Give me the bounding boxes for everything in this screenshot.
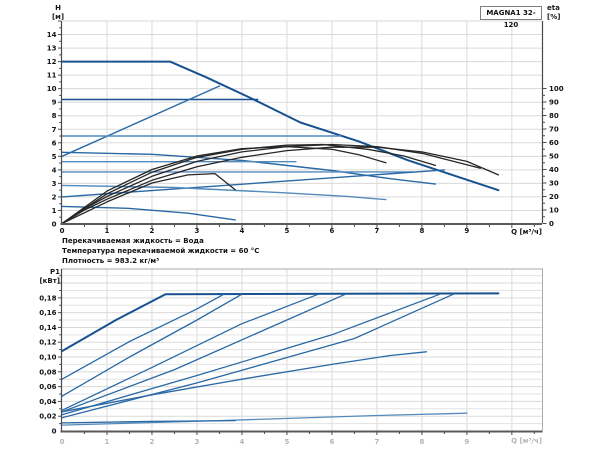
svg-text:0,12: 0,12 [39,339,56,347]
svg-text:6: 6 [329,438,334,446]
p1-curve-7 [61,293,455,419]
chart-0-ticks: 0 1 2 3 4 5 6 7 8 9012345678910111213140102030405… [47,20,564,235]
condition-liquid: Перекачиваемая жидкость = Вода [62,237,204,245]
p1-axis-header: P1 [кВт] [20,268,60,286]
chart-1-ticks: 0 1 2 3 4 5 6 7 8 9 0 0,02 0,04 0,06 0,08 0,10 0,12 0,14 0… [39,275,535,446]
svg-text:10: 10 [47,85,57,93]
svg-text:7: 7 [374,227,379,235]
eta-curve-4 [61,145,387,225]
svg-text:14: 14 [47,31,57,39]
svg-text:9: 9 [52,99,57,107]
p1-curve-5 [61,293,347,413]
speed-curve-mid [61,151,437,185]
p1-axis-unit: [кВт] [39,277,60,285]
svg-text:4: 4 [52,166,57,174]
p1-curve-2 [61,293,225,380]
prop-pressure-low [61,169,446,198]
svg-text:70: 70 [549,126,559,134]
svg-text:5: 5 [52,153,57,161]
svg-text:0: 0 [60,438,65,446]
svg-text:1: 1 [105,438,110,446]
svg-text:1: 1 [52,207,57,215]
svg-text:90: 90 [549,99,559,107]
svg-text:11: 11 [47,72,57,80]
eta-curve-max [61,146,500,225]
svg-text:9: 9 [464,227,469,235]
eta-curve-min [61,172,236,225]
svg-text:2: 2 [150,438,155,446]
svg-text:0,14: 0,14 [39,324,56,332]
svg-text:30: 30 [549,180,559,188]
chart-0-grid [62,20,542,224]
svg-text:7: 7 [374,438,379,446]
p1-low-rise [61,412,468,426]
svg-text:3: 3 [195,227,200,235]
h-axis-symbol: H [55,4,61,12]
svg-text:8: 8 [419,227,424,235]
eta-curve-2 [61,143,482,225]
operating-conditions: Перекачиваемая жидкость = Вода Температу… [62,236,259,266]
eta-axis-unit: [%] [547,13,561,21]
svg-text:0: 0 [52,221,57,229]
p1-axis-symbol: P1 [49,268,60,276]
q-axis-label-bottom: Q [м³/ч] [511,437,542,445]
pump-model-title: MAGNA1 32-120 [480,6,542,29]
svg-text:40: 40 [549,166,559,174]
p1-speed-mid [61,351,428,413]
svg-text:80: 80 [549,112,559,120]
condition-temperature: Температура перекачиваемой жидкости = 60… [62,247,260,255]
chart-1-axes [60,269,542,433]
p1-curve-6 [61,293,441,416]
svg-text:9: 9 [464,438,469,446]
p1-curve-4 [61,293,320,411]
svg-text:3: 3 [52,180,57,188]
chart-0-series [61,60,500,225]
svg-text:0,06: 0,06 [39,383,56,391]
condition-density: Плотность = 983.2 кг/м³ [62,257,160,265]
svg-text:60: 60 [549,139,559,147]
svg-text:0,04: 0,04 [39,398,56,406]
svg-text:10: 10 [549,207,559,215]
svg-text:5: 5 [284,438,289,446]
svg-text:6: 6 [329,227,334,235]
svg-text:5: 5 [284,227,289,235]
svg-text:50: 50 [549,153,559,161]
eta-axis-header: eta [%] [547,4,577,22]
svg-text:20: 20 [549,193,559,201]
svg-text:4: 4 [240,438,245,446]
chart-0-axes [60,21,544,225]
svg-text:8: 8 [419,438,424,446]
svg-text:0: 0 [549,220,554,228]
svg-text:13: 13 [47,45,57,53]
svg-text:12: 12 [47,58,57,66]
svg-text:0,08: 0,08 [39,368,56,376]
svg-text:0,16: 0,16 [39,309,56,317]
p1-curve-3 [61,293,243,397]
svg-text:0,18: 0,18 [39,294,56,302]
eta-axis-symbol: eta [547,4,560,12]
svg-text:3: 3 [195,438,200,446]
h-axis-header: H [м] [46,4,70,22]
svg-text:2: 2 [150,227,155,235]
svg-text:1: 1 [105,227,110,235]
svg-text:0: 0 [60,227,65,235]
svg-text:100: 100 [549,85,564,93]
svg-text:6: 6 [52,139,57,147]
svg-text:0,10: 0,10 [39,354,56,362]
q-axis-label-top: Q [м³/ч] [511,228,542,236]
h-axis-unit: [м] [51,13,65,21]
svg-text:0: 0 [52,428,57,436]
svg-text:7: 7 [52,126,57,134]
svg-text:4: 4 [240,227,245,235]
chart-1-series [61,292,500,426]
p1-max [61,292,500,353]
svg-text:0,02: 0,02 [39,413,56,421]
svg-text:2: 2 [52,193,57,201]
prop-pressure-high [61,85,221,158]
p1-min [61,419,236,424]
svg-text:8: 8 [52,112,57,120]
